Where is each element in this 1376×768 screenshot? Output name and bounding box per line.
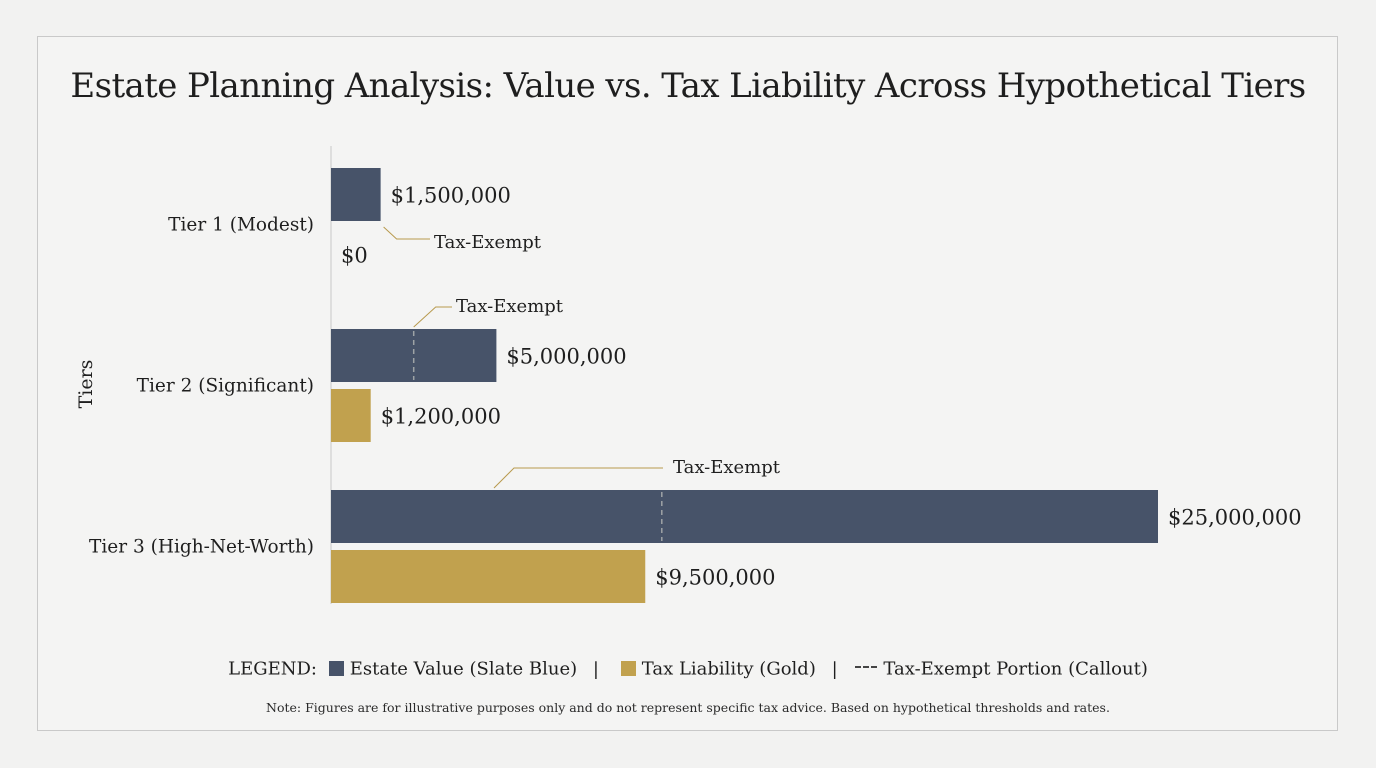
- y-tick-label: Tier 1 (Modest): [168, 215, 314, 236]
- data-label: $5,000,000: [506, 345, 626, 369]
- legend-label-exempt: Tax-Exempt Portion (Callout): [883, 658, 1148, 680]
- legend: LEGEND: Estate Value (Slate Blue) | Tax …: [0, 658, 1376, 680]
- data-label: $9,500,000: [655, 566, 775, 590]
- tax-exempt-callout-line: [413, 306, 452, 328]
- legend-separator: |: [831, 658, 838, 680]
- data-label: $25,000,000: [1168, 506, 1302, 530]
- footnote: Note: Figures are for illustrative purpo…: [266, 700, 1110, 715]
- tax-exempt-callout-label: Tax-Exempt: [673, 457, 781, 478]
- legend-label-tax: Tax Liability (Gold): [641, 658, 816, 680]
- tax-exempt-callout-line: [493, 467, 663, 489]
- legend-separator: |: [592, 658, 599, 680]
- data-label: $1,500,000: [391, 184, 511, 208]
- data-label: $0: [341, 244, 368, 268]
- estate-value-bar: [331, 329, 497, 382]
- legend-title: LEGEND:: [228, 658, 317, 680]
- tax-liability-bar: [331, 550, 646, 603]
- tax-liability-bar: [331, 389, 371, 442]
- tax-exempt-callout-label: Tax-Exempt: [434, 232, 542, 253]
- y-tick-label: Tier 2 (Significant): [137, 376, 314, 397]
- chart-title: Estate Planning Analysis: Value vs. Tax …: [70, 66, 1306, 106]
- legend-dash-exempt: [855, 666, 878, 668]
- estate-value-bar: [331, 168, 381, 221]
- tax-exempt-callout-line: [383, 226, 430, 240]
- legend-label-estate: Estate Value (Slate Blue): [349, 658, 578, 680]
- chart-frame: [37, 36, 1338, 731]
- data-label: $1,200,000: [381, 405, 501, 429]
- legend-swatch-tax: [620, 660, 636, 676]
- tax-exempt-callout-label: Tax-Exempt: [456, 296, 564, 317]
- legend-swatch-estate: [328, 660, 344, 676]
- y-tick-label: Tier 3 (High-Net-Worth): [89, 537, 314, 558]
- estate-value-bar: [331, 490, 1158, 543]
